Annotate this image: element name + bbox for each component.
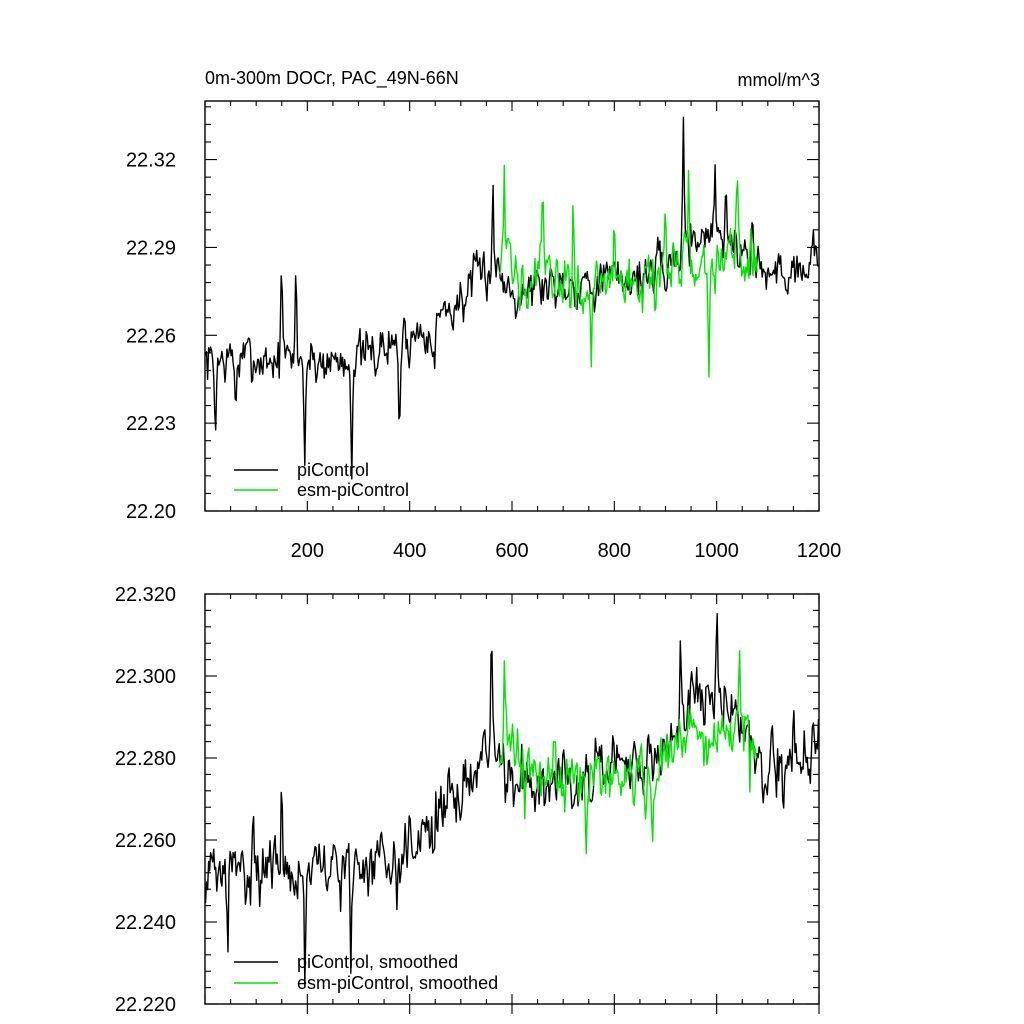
panel-top-units: mmol/m^3 xyxy=(738,70,820,90)
y-tick-label: 22.220 xyxy=(115,994,176,1016)
legend-label-esm-picontrol: esm-piControl xyxy=(297,480,409,500)
y-tick-label: 22.280 xyxy=(115,748,176,770)
legend-label-picontrol-smoothed: piControl, smoothed xyxy=(297,952,458,972)
x-tick-label: 400 xyxy=(393,540,426,562)
series-line-picontrol xyxy=(204,116,819,480)
panel-top-title: 0m-300m DOCr, PAC_49N-66N xyxy=(205,68,459,89)
x-tick-label: 1000 xyxy=(694,540,739,562)
x-tick-label: 800 xyxy=(598,540,631,562)
y-tick-label: 22.240 xyxy=(115,912,176,934)
legend-label-esm-picontrol-smoothed: esm-piControl, smoothed xyxy=(297,973,498,993)
y-tick-label: 22.300 xyxy=(115,666,176,688)
x-tick-label: 600 xyxy=(495,540,528,562)
panel-bottom-legend: piControl, smoothed esm-piControl, smoot… xyxy=(234,952,498,993)
panel-bottom-plot-frame xyxy=(204,593,820,1005)
y-tick-label: 22.260 xyxy=(115,830,176,852)
panel-top: 0m-300m DOCr, PAC_49N-66N mmol/m^3 200 40… xyxy=(126,68,841,562)
y-tick-label: 22.320 xyxy=(115,584,176,606)
x-tick-label: 200 xyxy=(291,540,324,562)
panel-top-ticks: 200 400 600 800 1000 1200 22.20 22.23 22.26 22.29… xyxy=(126,101,841,562)
panel-bottom: 22.220 22.240 22.260 22.280 22.300 22.320 piC… xyxy=(115,584,820,1016)
panel-bottom-ticks: 22.220 22.240 22.260 22.280 22.300 22.320 xyxy=(115,584,820,1016)
y-tick-label: 22.20 xyxy=(126,501,176,523)
panel-top-legend: piControl esm-piControl xyxy=(234,460,409,500)
legend-label-picontrol: piControl xyxy=(297,460,369,480)
x-tick-label: 1200 xyxy=(797,540,842,562)
panel-top-series xyxy=(204,116,819,480)
y-tick-label: 22.29 xyxy=(126,237,176,259)
y-tick-label: 22.26 xyxy=(126,325,176,347)
y-tick-label: 22.32 xyxy=(126,150,176,172)
y-tick-label: 22.23 xyxy=(126,413,176,435)
series-line-picontrol-smoothed xyxy=(204,612,820,988)
panel-top-plot-frame xyxy=(204,100,820,512)
panel-bottom-series xyxy=(204,612,820,988)
series-line-esm-picontrol xyxy=(498,164,758,378)
series-line-esm-picontrol-smoothed xyxy=(498,650,758,855)
